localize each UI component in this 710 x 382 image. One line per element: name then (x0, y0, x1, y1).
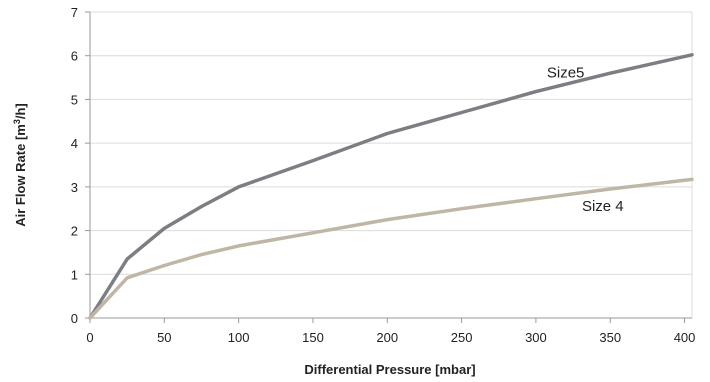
y-tick-label: 5 (71, 92, 78, 107)
y-tick-label: 1 (71, 267, 78, 282)
tick-labels: 0 1 2 3 4 5 6 7 0 50 100 150 200 250 300 350 400 Size5 Siz… (71, 5, 696, 345)
y-tick-label: 6 (71, 49, 78, 64)
x-tick-label: 200 (376, 330, 398, 345)
x-tick-label: 250 (451, 330, 473, 345)
series-annotation-size-4: Size 4 (582, 198, 624, 215)
x-tick-label: 150 (302, 330, 324, 345)
y-tick-label: 3 (71, 180, 78, 195)
x-tick-label: 100 (228, 330, 250, 345)
series-annotation-size5: Size5 (547, 65, 585, 82)
x-tick-label: 0 (86, 330, 93, 345)
series-lines (88, 53, 694, 320)
y-tick-label: 2 (71, 224, 78, 239)
gridlines (90, 11, 693, 318)
x-tick-label: 400 (674, 330, 696, 345)
x-axis-title: Differential Pressure [mbar] (304, 362, 475, 377)
y-axis-title-part-1: Air Flow Rate [m (13, 124, 28, 227)
y-tick-label: 4 (71, 136, 78, 151)
y-tick-label: 0 (71, 311, 78, 326)
x-tick-label: 300 (525, 330, 547, 345)
series-line-size5 (88, 53, 694, 320)
series-line-size-4 (88, 177, 694, 320)
y-tick-label: 7 (71, 5, 78, 20)
x-tick-label: 50 (157, 330, 171, 345)
y-axis-title-superscript: 3 (12, 119, 22, 124)
y-axis-title-part-2: /h] (13, 103, 28, 119)
x-tick-label: 350 (599, 330, 621, 345)
axes (85, 11, 692, 323)
y-axis-title: Air Flow Rate [m3/h] (12, 103, 28, 226)
